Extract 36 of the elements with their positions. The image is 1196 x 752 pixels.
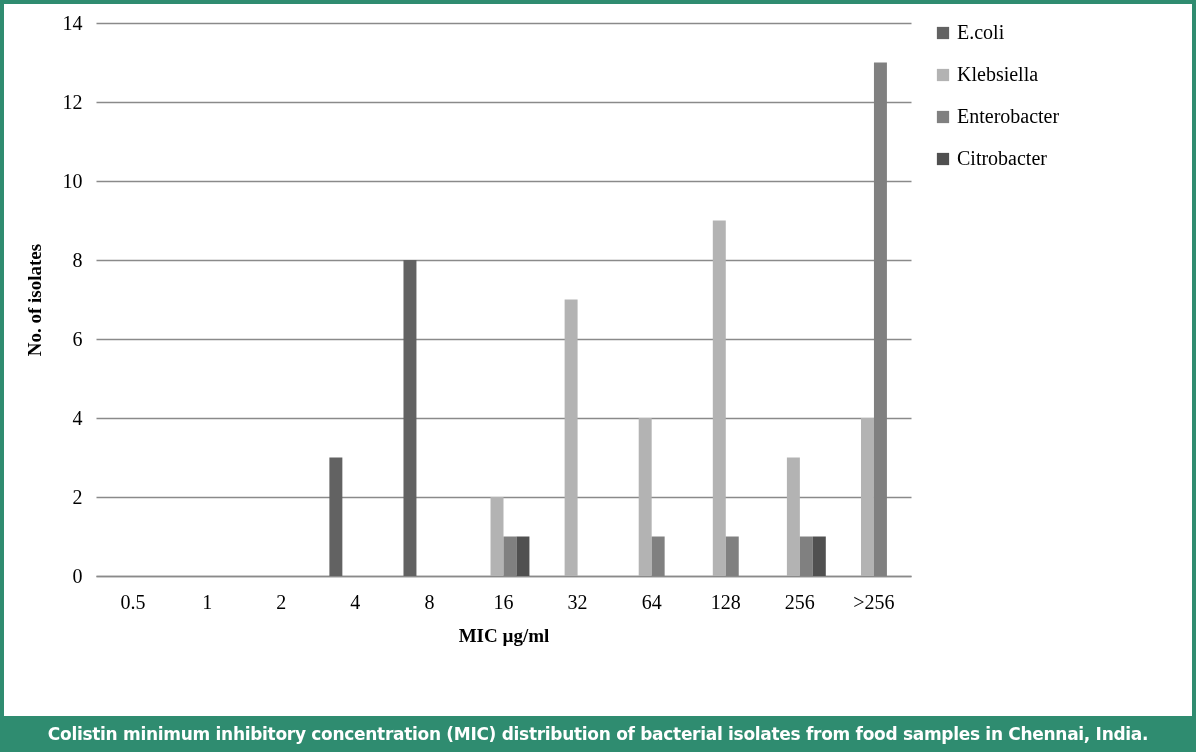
bar xyxy=(812,536,826,576)
bar xyxy=(403,260,417,576)
x-tick-label: >256 xyxy=(853,590,895,613)
y-tick-label: 8 xyxy=(72,248,83,271)
bar xyxy=(712,220,726,576)
y-tick-label: 2 xyxy=(72,485,83,508)
y-tick-label: 0 xyxy=(72,564,83,587)
x-tick-label: 256 xyxy=(784,590,815,613)
x-tick-label: 4 xyxy=(350,590,361,613)
bar xyxy=(638,418,652,576)
legend-label: Citrobacter xyxy=(957,147,1048,169)
bar xyxy=(786,457,800,576)
y-tick-label: 14 xyxy=(62,11,83,34)
legend-label: Klebsiella xyxy=(957,63,1039,85)
bar xyxy=(860,418,874,576)
bar xyxy=(490,497,504,576)
x-axis-title: MIC µg/ml xyxy=(458,624,550,646)
x-tick-label: 1 xyxy=(202,590,213,613)
x-tick-label: 128 xyxy=(710,590,741,613)
y-tick-label: 6 xyxy=(72,327,83,350)
text: Colistin minimum inhibitory concentration (MIC) distribution of bacterial isolates from food samples in Chennai, India. xyxy=(0,716,1196,752)
bar xyxy=(516,536,530,576)
legend-label: E.coli xyxy=(957,21,1005,43)
x-tick-label: 8 xyxy=(424,590,435,613)
y-axis-title: No. of isolates xyxy=(23,243,45,357)
x-tick-label: 0.5 xyxy=(120,590,146,613)
x-tick-label: 2 xyxy=(276,590,287,613)
y-tick-label: 10 xyxy=(62,169,83,192)
bar xyxy=(329,457,343,576)
x-tick-label: 16 xyxy=(493,590,514,613)
y-tick-label: 4 xyxy=(72,406,83,429)
x-tick-label: 32 xyxy=(567,590,588,613)
y-tick-label: 12 xyxy=(62,90,83,113)
bar xyxy=(564,299,578,576)
x-tick-label: 64 xyxy=(641,590,662,613)
legend-label: Enterobacter xyxy=(957,105,1060,127)
